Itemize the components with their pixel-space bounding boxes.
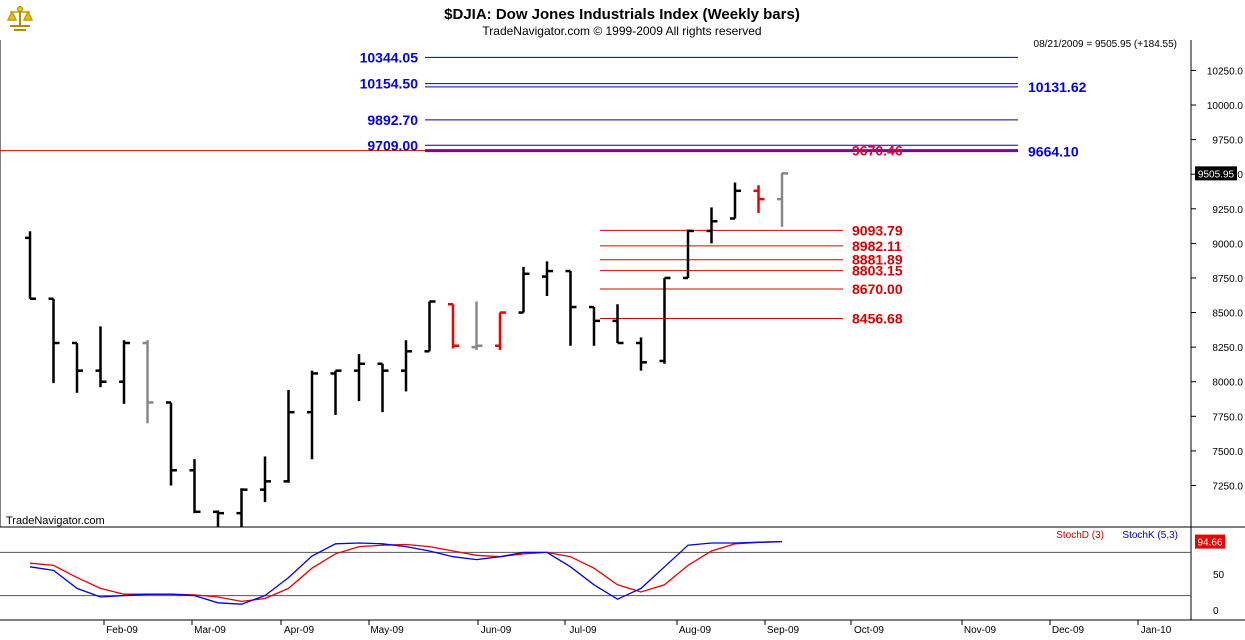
x-tick-label: Oct-09 bbox=[854, 625, 884, 636]
purple-level-label: 9670.46 bbox=[852, 143, 903, 159]
x-tick-label: Sep-09 bbox=[767, 625, 800, 636]
x-tick-label: Dec-09 bbox=[1052, 625, 1085, 636]
x-tick-label: Jun-09 bbox=[481, 625, 512, 636]
x-tick-label: Mar-09 bbox=[194, 625, 226, 636]
stoch-last-label: 94.66 bbox=[1197, 538, 1222, 549]
x-tick-label: Apr-09 bbox=[284, 625, 314, 636]
x-tick-label: May-09 bbox=[370, 625, 404, 636]
stochastic-panel: 50 0 94.66 bbox=[0, 534, 1225, 617]
stoch-tick-label: 0 bbox=[1213, 606, 1219, 617]
y-tick-label: 8000.0 bbox=[1212, 378, 1243, 389]
red-level-label: 8982.11 bbox=[852, 238, 902, 254]
x-tick-label: Nov-09 bbox=[964, 625, 997, 636]
stoch-k-line bbox=[29, 540, 783, 605]
x-tick-label: Jan-10 bbox=[1141, 625, 1172, 636]
y-tick-label: 8500.0 bbox=[1212, 309, 1243, 320]
red-level-label: 8456.68 bbox=[852, 311, 903, 327]
x-tick-label: Feb-09 bbox=[106, 625, 138, 636]
stoch-k-legend: StochK (5,3) bbox=[1122, 530, 1178, 541]
x-tick-label: Aug-09 bbox=[679, 625, 712, 636]
x-axis: Feb-09 Mar-09 Apr-09 May-09 Jun-09 Jul-09 Aug-… bbox=[103, 620, 1172, 636]
blue-level-label: 9709.00 bbox=[367, 137, 418, 153]
tradenavigator-logo-icon bbox=[4, 4, 36, 32]
blue-level-label: 9664.10 bbox=[1028, 143, 1079, 159]
stoch-tick-label: 50 bbox=[1213, 570, 1225, 581]
last-bar-info: 08/21/2009 = 9505.95 (+184.55) bbox=[1034, 39, 1177, 50]
last-price-label: 9505.95 bbox=[1198, 169, 1235, 180]
y-tick-label: 10000.0 bbox=[1207, 101, 1244, 112]
stoch-last-box bbox=[1195, 534, 1225, 549]
y-tick-label: 7500.0 bbox=[1212, 447, 1243, 458]
red-level-label: 8881.89 bbox=[852, 252, 903, 268]
y-tick-label: 10250.0 bbox=[1207, 66, 1244, 77]
chart-title: $DJIA: Dow Jones Industrials Index (Week… bbox=[444, 6, 800, 23]
x-tick-label: Jul-09 bbox=[569, 625, 597, 636]
y-tick-label: 7750.0 bbox=[1212, 412, 1243, 423]
red-level-label: 8670.00 bbox=[852, 281, 903, 297]
y-tick-label: 9750.0 bbox=[1212, 136, 1243, 147]
last-price-box bbox=[1195, 166, 1237, 181]
blue-level-label: 10154.50 bbox=[360, 76, 419, 92]
watermark: TradeNavigator.com bbox=[6, 515, 105, 527]
blue-level-label: 10344.05 bbox=[360, 49, 419, 65]
y-tick-label: 8250.0 bbox=[1212, 343, 1243, 354]
y-tick-label: 9000.0 bbox=[1212, 239, 1243, 250]
y-tick-label: 8750.0 bbox=[1212, 274, 1243, 285]
y-tick-label: 7250.0 bbox=[1212, 481, 1243, 492]
chart-subtitle: TradeNavigator.com © 1999-2009 All right… bbox=[482, 24, 761, 38]
red-level-label: 8803.15 bbox=[852, 263, 903, 279]
blue-level-label: 9892.70 bbox=[367, 112, 418, 128]
price-panel: 10250.010000.09750.09500.09250.09000.087… bbox=[0, 40, 1245, 621]
blue-level-label: 10131.62 bbox=[1028, 79, 1087, 95]
stoch-d-legend: StochD (3) bbox=[1056, 530, 1104, 541]
red-level-label: 9093.79 bbox=[852, 222, 903, 238]
y-tick-label: 9250.0 bbox=[1212, 205, 1243, 216]
